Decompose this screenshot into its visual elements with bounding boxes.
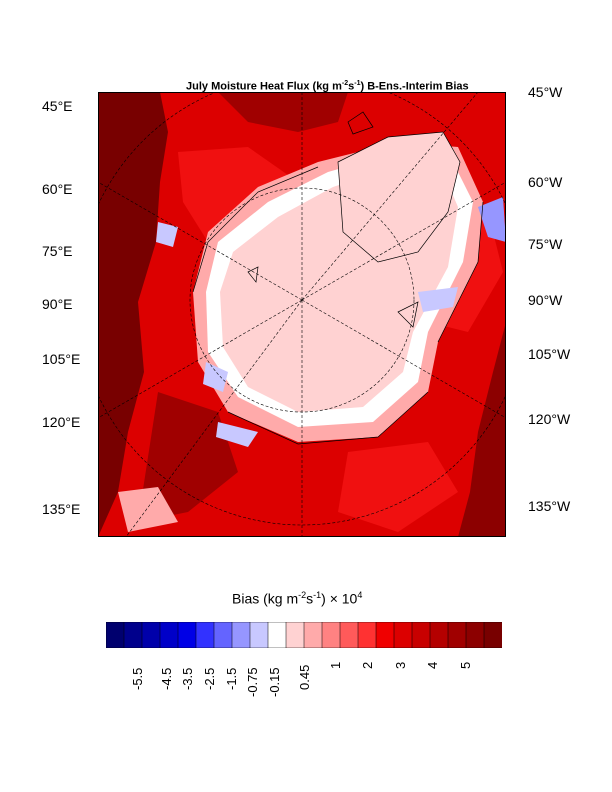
colorbar-swatch — [106, 622, 125, 648]
colorbar-swatch — [393, 622, 413, 648]
colorbar-tick-label: 0.45 — [297, 664, 313, 690]
bias-region-negative-2 — [216, 422, 258, 447]
colorbar-swatch — [141, 622, 161, 648]
colorbar-swatch — [177, 622, 197, 648]
bias-region-greenland — [338, 132, 460, 262]
colorbar-swatch — [321, 622, 341, 648]
colorbar-tick-label: -0.75 — [245, 667, 261, 697]
colorbar-tick-label: 1 — [328, 661, 343, 669]
colorbar-swatch — [339, 622, 359, 648]
colorbar-swatch — [231, 622, 251, 648]
colorbar-tick-label: -4.5 — [158, 667, 174, 690]
bias-region-negative-1 — [203, 362, 228, 392]
colorbar-tick-label: 2 — [360, 661, 376, 669]
colorbar-tick-label: 3 — [392, 661, 408, 669]
colorbar-swatch — [267, 622, 287, 648]
polar-map — [98, 92, 506, 537]
colorbar-tick-label: -2.5 — [202, 667, 217, 690]
bias-region-bright-red-3 — [338, 442, 458, 532]
bias-region-negative-4 — [418, 287, 458, 312]
colorbar-tick-label: -0.15 — [266, 667, 282, 697]
coastlines — [192, 111, 484, 445]
colorbar — [106, 622, 502, 648]
colorbar-swatch — [249, 622, 269, 648]
colorbar-swatch — [303, 622, 323, 648]
lon-label-left: 45°E — [42, 98, 73, 114]
colorbar-swatch — [159, 622, 179, 648]
graticule — [98, 92, 506, 537]
lon-label-left: 120°E — [42, 414, 81, 430]
colorbar-swatch — [447, 622, 467, 648]
colorbar-swatch — [357, 622, 377, 648]
lon-label-right: 60°W — [528, 174, 563, 190]
lon-label-right: 105°W — [528, 346, 571, 362]
map-title: July Moisture Heat Flux (kg m-2s-1) B-En… — [186, 80, 469, 93]
colorbar-tick-label: -3.5 — [180, 667, 196, 690]
bias-region-pink-sw — [118, 487, 178, 532]
colorbar-swatch — [285, 622, 305, 648]
colorbar-swatch — [483, 622, 502, 648]
lon-label-right: 45°W — [528, 84, 563, 100]
colorbar-swatch — [195, 622, 215, 648]
bias-region-negative-5 — [156, 222, 178, 247]
colorbar-tick-label: 5 — [457, 661, 473, 669]
colorbar-swatch — [465, 622, 485, 648]
bias-region-dark-red-sw — [138, 392, 238, 522]
lon-label-right: 75°W — [528, 236, 563, 252]
colorbar-swatch — [429, 622, 449, 648]
bias-region-deep-red-east — [458, 322, 506, 537]
lon-label-left: 135°E — [42, 501, 81, 517]
lon-label-right: 120°W — [528, 411, 571, 427]
lon-label-left: 60°E — [42, 181, 73, 197]
bias-region-dark-red-north — [218, 92, 348, 132]
colorbar-tick-label: -5.5 — [130, 667, 145, 690]
lon-label-right: 135°W — [528, 498, 571, 514]
bias-region-negative-3 — [478, 197, 506, 242]
bias-region-deep-red-west — [98, 92, 168, 537]
lon-label-left: 105°E — [42, 351, 81, 367]
colorbar-swatch — [411, 622, 431, 648]
colorbar-tick-label: 4 — [425, 661, 441, 669]
colorbar-swatch — [213, 622, 233, 648]
lon-label-left: 75°E — [42, 243, 73, 259]
lon-label-left: 90°E — [42, 296, 73, 312]
lon-label-right: 90°W — [528, 292, 563, 308]
colorbar-swatch — [375, 622, 395, 648]
colorbar-swatch — [123, 622, 143, 648]
colorbar-title: Bias (kg m-2s-1) × 104 — [232, 590, 363, 607]
colorbar-tick-label: -1.5 — [223, 667, 239, 690]
